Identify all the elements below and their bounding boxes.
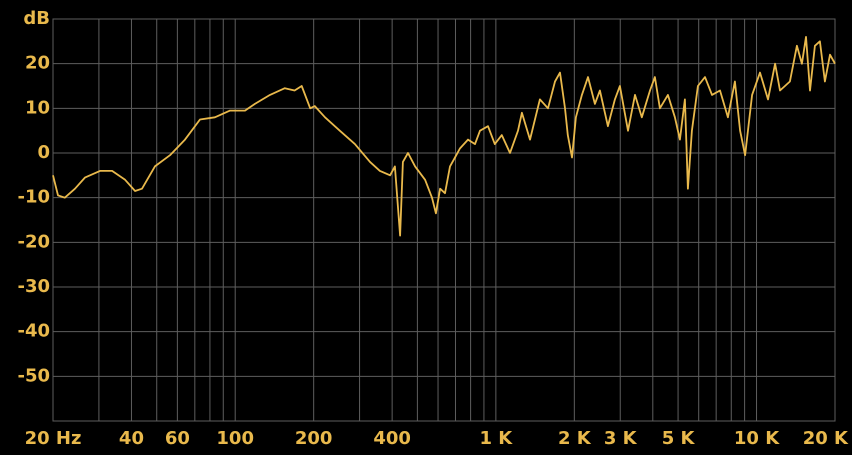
x-tick-label: 1 K xyxy=(479,428,513,449)
y-tick-label: 10 xyxy=(25,97,50,118)
x-tick-label: 60 xyxy=(165,428,190,449)
y-tick-label: 20 xyxy=(25,53,50,74)
y-tick-label: 0 xyxy=(37,142,50,163)
x-tick-label: 400 xyxy=(373,428,411,449)
plot-frame xyxy=(52,18,836,422)
x-tick-label: 3 K xyxy=(604,428,638,449)
x-tick-label: 5 K xyxy=(662,428,696,449)
y-tick-label: -30 xyxy=(17,276,50,297)
x-tick-label: 100 xyxy=(216,428,254,449)
y-tick-label: -20 xyxy=(17,231,50,252)
y-tick-label: dB xyxy=(23,8,50,29)
y-tick-label: -50 xyxy=(17,365,50,386)
x-tick-label: 200 xyxy=(295,428,333,449)
x-tick-label: 20 K xyxy=(803,428,849,449)
x-tick-label: 40 xyxy=(119,428,144,449)
response-line xyxy=(52,36,836,237)
y-tick-label: -10 xyxy=(17,187,50,208)
x-tick-label: 2 K xyxy=(558,428,592,449)
x-tick-label: 10 K xyxy=(734,428,780,449)
y-tick-label: -40 xyxy=(17,321,50,342)
x-tick-label: 20 Hz xyxy=(25,428,82,449)
